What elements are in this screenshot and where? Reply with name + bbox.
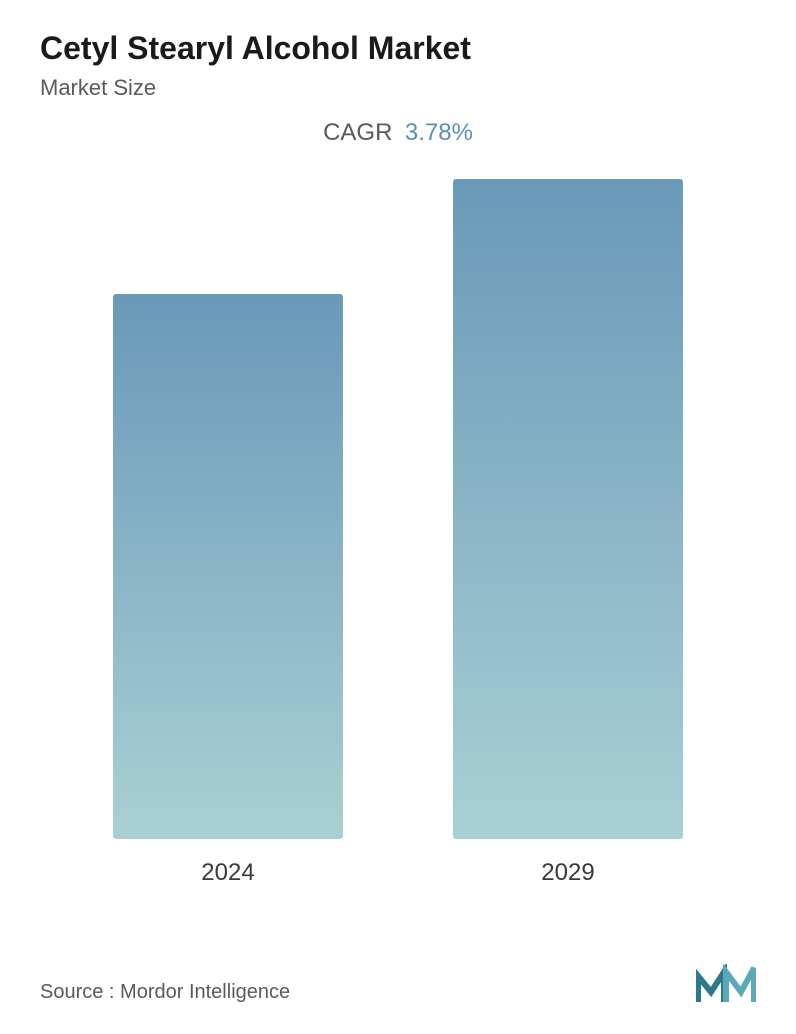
- cagr-container: CAGR 3.78%: [40, 119, 756, 147]
- bar-label-2029: 2029: [541, 859, 594, 887]
- chart-subtitle: Market Size: [40, 75, 756, 101]
- bar-2024: [113, 294, 343, 839]
- chart-area: 2024 2029: [40, 197, 756, 887]
- footer: Source : Mordor Intelligence: [40, 964, 756, 1004]
- bar-label-2024: 2024: [201, 859, 254, 887]
- cagr-value: 3.78%: [405, 119, 473, 146]
- cagr-label: CAGR: [323, 119, 392, 146]
- bar-wrapper-2029: 2029: [453, 179, 683, 887]
- source-text: Source : Mordor Intelligence: [40, 981, 290, 1004]
- bar-2029: [453, 179, 683, 839]
- mordor-logo-icon: [696, 964, 756, 1004]
- bar-wrapper-2024: 2024: [113, 294, 343, 887]
- chart-title: Cetyl Stearyl Alcohol Market: [40, 30, 756, 67]
